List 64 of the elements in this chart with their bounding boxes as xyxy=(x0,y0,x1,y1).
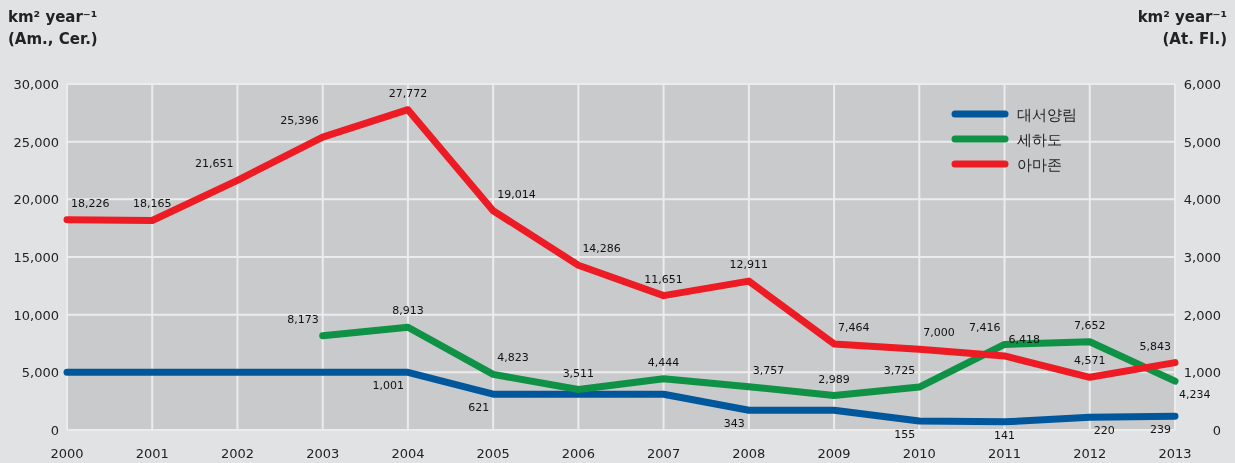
y2-tick-label: 3,000 xyxy=(1183,250,1221,265)
y-tick-label: 10,000 xyxy=(13,307,59,323)
x-tick-label: 2004 xyxy=(391,446,425,461)
y-tick-label: 15,000 xyxy=(13,250,59,265)
legend-label: 대서양림 xyxy=(1017,106,1077,124)
y2-tick-label: 0 xyxy=(1212,423,1221,438)
x-tick-label: 2005 xyxy=(476,446,510,461)
y-tick-label: 25,000 xyxy=(13,134,59,150)
data-label: 3,511 xyxy=(562,366,595,380)
y2-axis-title: km² year⁻¹ (At. Fl.) xyxy=(1137,8,1227,48)
data-label: 8,913 xyxy=(392,304,424,318)
data-label: 239 xyxy=(1150,423,1171,437)
data-label: 7,000 xyxy=(923,326,955,340)
data-label: 21,651 xyxy=(194,157,234,171)
data-label: 2,989 xyxy=(818,372,850,386)
legend-label: 세하도 xyxy=(1017,131,1062,149)
y-tick-label: 30,000 xyxy=(13,77,59,92)
data-label: 621 xyxy=(468,401,490,415)
data-label: 343 xyxy=(723,417,745,431)
data-label: 19,014 xyxy=(497,187,536,201)
data-label: 141 xyxy=(994,428,1016,442)
x-tick-label: 2010 xyxy=(902,446,936,461)
data-label: 25,396 xyxy=(280,114,319,128)
y2-tick-label: 6,000 xyxy=(1183,77,1221,92)
data-label: 27,772 xyxy=(388,86,428,100)
x-tick-label: 2008 xyxy=(732,446,766,461)
y2-tick-label: 5,000 xyxy=(1183,134,1221,150)
data-label: 18,165 xyxy=(132,197,172,211)
y2-tick-label: 4,000 xyxy=(1183,192,1221,208)
data-label: 1,001 xyxy=(372,379,404,393)
data-label: 7,464 xyxy=(838,320,870,334)
y2-tick-label: 2,000 xyxy=(1183,307,1221,323)
y-tick-label: 5,000 xyxy=(21,365,59,381)
data-label: 12,911 xyxy=(729,258,769,272)
y2-tick-label: 1,000 xyxy=(1183,365,1221,381)
x-tick-label: 2009 xyxy=(817,446,851,461)
y-tick-label: 0 xyxy=(50,423,59,438)
data-label: 4,823 xyxy=(497,351,529,365)
y-axis-title: km² year⁻¹ (Am., Cer.) xyxy=(8,8,98,48)
x-tick-label: 2013 xyxy=(1158,446,1192,461)
data-label: 220 xyxy=(1093,424,1115,438)
data-label: 4,444 xyxy=(647,355,680,369)
data-label: 8,173 xyxy=(287,312,319,326)
data-label: 11,651 xyxy=(644,272,683,286)
x-tick-label: 2012 xyxy=(1073,446,1107,461)
x-tick-label: 2006 xyxy=(561,446,595,461)
data-label: 4,571 xyxy=(1074,354,1106,368)
data-label: 18,226 xyxy=(71,196,110,210)
data-label: 5,843 xyxy=(1139,339,1171,353)
x-tick-label: 2003 xyxy=(306,446,340,461)
x-tick-label: 2002 xyxy=(220,446,255,461)
x-tick-label: 2000 xyxy=(50,446,84,461)
data-label: 155 xyxy=(894,428,916,442)
y-tick-label: 20,000 xyxy=(13,192,59,208)
x-tick-label: 2001 xyxy=(135,446,169,461)
legend-label: 아마존 xyxy=(1017,156,1062,174)
data-label: 3,725 xyxy=(883,364,916,378)
data-label: 7,652 xyxy=(1074,318,1106,332)
data-label: 3,757 xyxy=(752,363,785,377)
data-label: 7,416 xyxy=(969,321,1001,335)
x-tick-label: 2007 xyxy=(647,446,681,461)
x-tick-label: 2011 xyxy=(987,446,1022,461)
data-label: 14,286 xyxy=(582,242,621,256)
data-label: 4,234 xyxy=(1179,388,1211,402)
